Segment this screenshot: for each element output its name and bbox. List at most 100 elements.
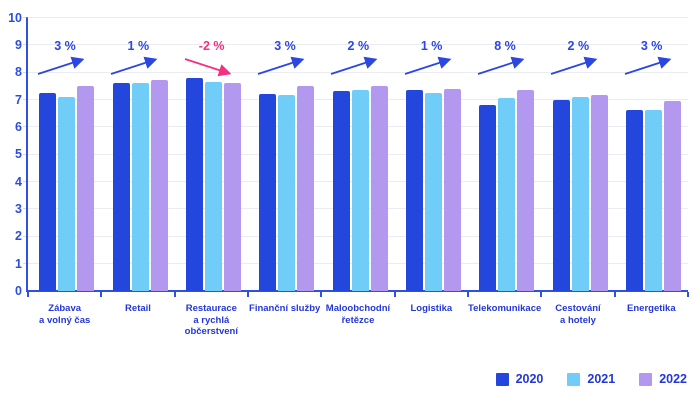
trend-up-arrow-icon <box>257 56 305 75</box>
trend-percent-label: 2 % <box>347 39 370 53</box>
bar-2021-group1 <box>58 96 76 291</box>
trend-up-arrow-icon <box>551 56 598 75</box>
y-axis-tick-label: 7 <box>15 92 22 107</box>
y-axis-tick-label: 8 <box>15 65 22 80</box>
bar-2022-group4 <box>297 85 315 291</box>
trend-annotation: 2 % <box>546 39 610 81</box>
legend-swatch-icon <box>639 372 653 386</box>
bar-2021-group3 <box>204 81 222 291</box>
bar-2021-group4 <box>278 95 296 291</box>
category-label-line: a hotely <box>560 314 596 326</box>
x-axis-tick <box>467 292 469 297</box>
category-label: Maloobchodní řetězce <box>314 303 401 326</box>
category-label: Finanční služby <box>241 303 328 315</box>
bar-2020-group2 <box>112 83 130 291</box>
trend-percent-label: 3 % <box>54 39 76 53</box>
x-axis-line <box>26 290 688 292</box>
trend-percent-label: 1 % <box>420 39 443 53</box>
bar-2022-group2 <box>150 80 168 291</box>
category-label: Retail <box>94 303 181 315</box>
x-axis-tick <box>27 292 29 297</box>
bar-2022-group3 <box>223 83 241 291</box>
bar-2021-group6 <box>424 92 442 291</box>
y-axis-tick <box>23 99 27 101</box>
y-axis-tick-label: 2 <box>15 229 22 244</box>
bar-2021-group5 <box>351 89 369 291</box>
category-label: Zábava a volný čas <box>21 303 108 326</box>
category-label-line: Zábava <box>48 303 82 314</box>
trend-annotation: 1 % <box>400 39 464 81</box>
y-axis-tick-label: 3 <box>15 201 22 216</box>
bar-2022-group1 <box>77 85 95 291</box>
legend-swatch-icon <box>495 372 509 386</box>
bar-2020-group3 <box>185 77 203 291</box>
trend-percent-label: 2 % <box>567 39 590 53</box>
x-axis-tick <box>100 292 103 297</box>
y-axis-tick-label: 4 <box>15 174 22 189</box>
chart-legend: 2020 2021 2022 <box>495 372 687 386</box>
bar-2021-group7 <box>498 98 516 291</box>
x-axis-tick <box>393 292 396 297</box>
category-label-line: Maloobchodní <box>325 303 391 314</box>
category-label-line: Logistika <box>410 303 453 314</box>
y-axis-tick-label: 0 <box>15 284 22 298</box>
x-axis-tick <box>613 292 616 297</box>
trend-percent-label: 3 % <box>274 39 296 53</box>
bar-2022-group7 <box>517 89 535 291</box>
y-axis-tick <box>23 208 27 210</box>
category-label-line: Energetika <box>627 303 676 314</box>
bar-2020-group7 <box>479 105 497 291</box>
y-axis-tick-label: 6 <box>15 119 22 134</box>
trend-annotation: 1 % <box>106 39 170 81</box>
trend-up-arrow-icon <box>37 56 85 75</box>
x-axis-tick <box>540 292 543 297</box>
trend-percent-label: 1 % <box>127 39 150 53</box>
bar-2022-group6 <box>443 88 461 291</box>
x-axis-tick <box>687 292 689 297</box>
x-axis-tick <box>247 292 249 297</box>
y-axis-tick <box>23 235 27 237</box>
y-axis-tick-label: 10 <box>8 10 22 25</box>
y-axis-tick <box>23 126 27 128</box>
bar-2020-group9 <box>625 110 643 291</box>
trend-percent-label: 3 % <box>640 39 663 53</box>
trend-up-arrow-icon <box>404 56 452 75</box>
trend-down-arrow-icon <box>184 58 232 77</box>
bar-2020-group1 <box>39 92 57 291</box>
trend-annotation: -2 % <box>180 39 244 81</box>
legend-swatch-icon <box>567 372 581 386</box>
trend-up-arrow-icon <box>111 56 158 75</box>
bar-2022-group8 <box>590 95 608 291</box>
y-axis-tick <box>23 263 27 265</box>
trend-annotation: 8 % <box>473 39 537 81</box>
bar-2020-group5 <box>332 91 350 291</box>
trend-percent-label: -2 % <box>198 39 225 53</box>
category-label: Energetika <box>608 303 695 315</box>
legend-item-2022: 2022 <box>639 372 687 386</box>
category-label-line: řetězce <box>341 314 375 326</box>
y-axis-line <box>26 16 28 292</box>
category-label: Logistika <box>388 303 475 315</box>
bar-2021-group9 <box>644 110 662 291</box>
category-label: Restaurace a rychlá občerstvení <box>168 303 255 338</box>
bar-2020-group8 <box>552 99 570 291</box>
y-axis-tick <box>23 44 27 46</box>
category-label-line: Cestování <box>555 303 601 314</box>
trend-annotation: 3 % <box>253 39 317 81</box>
category-label-line: občerstvení <box>184 326 238 337</box>
category-label-line: a rychlá <box>193 314 230 326</box>
y-axis-tick <box>23 17 27 18</box>
legend-label: 2022 <box>659 372 687 386</box>
trend-annotation: 3 % <box>33 39 97 81</box>
legend-label: 2020 <box>515 372 544 386</box>
bar-2022-group5 <box>370 85 388 291</box>
trend-annotation: 2 % <box>326 39 390 81</box>
category-label-line: Retail <box>125 303 151 314</box>
legend-item-2021: 2021 <box>567 372 615 386</box>
y-axis-tick-label: 1 <box>15 256 22 271</box>
legend-item-2020: 2020 <box>495 372 544 386</box>
x-axis-tick <box>320 292 323 297</box>
bar-2022-group9 <box>663 100 681 291</box>
category-label-line: Finanční služby <box>249 303 321 314</box>
